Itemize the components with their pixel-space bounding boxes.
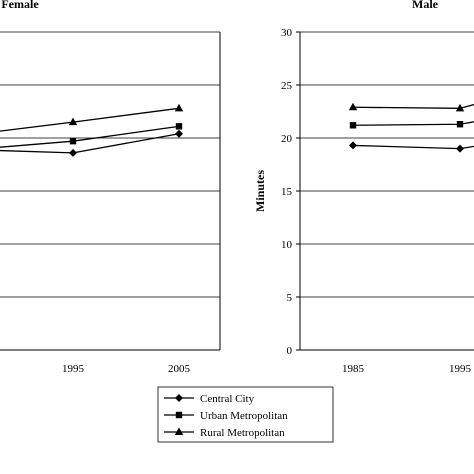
central-city-point: [69, 148, 77, 157]
x-tick-label: 1995: [62, 363, 85, 375]
rural-metropolitan-point: [455, 103, 465, 112]
x-tick-label: 1995: [449, 363, 472, 375]
central-city-point: [175, 129, 183, 138]
urban-metropolitan-point: [175, 123, 183, 130]
y-tick-label: 10: [281, 239, 293, 251]
rural-metropolitan-point: [68, 117, 78, 126]
legend-entry: Urban Metropolitan: [200, 410, 288, 422]
female-series-group: [0, 103, 184, 157]
y-tick-label: 0: [287, 345, 293, 357]
legend-entry: Central City: [200, 393, 255, 405]
urban-metropolitan-point: [349, 122, 357, 129]
y-tick-label: 5: [287, 292, 293, 304]
male-series-group: [348, 102, 474, 153]
urban-metropolitan-point: [69, 137, 77, 145]
central-city-point: [456, 144, 464, 153]
rural-metropolitan-point: [174, 103, 184, 112]
female-panel: Female 1995 2005: [0, 0, 221, 375]
rural-metropolitan-line: [352, 103, 474, 109]
urban-metropolitan-point: [456, 121, 464, 128]
y-tick-label: 20: [281, 133, 293, 145]
rural-metropolitan-legend-marker: [174, 427, 184, 435]
urban-metropolitan-line: [352, 121, 474, 126]
central-city-legend-marker: [175, 394, 183, 402]
legend-entry: Rural Metropolitan: [200, 427, 285, 439]
female-title: Female: [1, 0, 39, 11]
y-tick-label: 25: [281, 80, 293, 92]
rural-metropolitan-line: [0, 107, 180, 132]
central-city-point: [349, 141, 357, 150]
y-tick-label: 15: [281, 186, 293, 198]
central-city-line: [0, 133, 180, 154]
rural-metropolitan-point: [348, 102, 358, 111]
x-tick-label: 2005: [168, 363, 191, 375]
y-tick-label: 30: [281, 27, 293, 39]
y-axis-label: Minutes: [253, 170, 267, 212]
male-title: Male: [412, 0, 439, 11]
central-city-line: [352, 144, 474, 150]
male-panel: Male 0 5 10 15 20 25 30 Minutes 1985 1995: [253, 0, 474, 375]
urban-metropolitan-legend-marker: [175, 411, 183, 419]
legend: Central City Urban Metropolitan Rural Metr…: [157, 386, 334, 443]
x-tick-label: 1985: [342, 363, 365, 375]
